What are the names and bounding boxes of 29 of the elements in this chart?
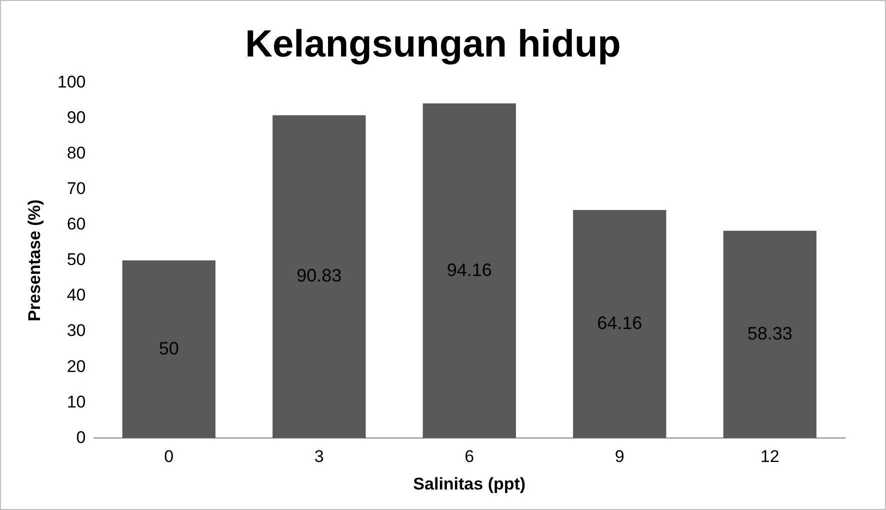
y-tick-label: 50 (66, 250, 86, 270)
y-tick-label: 30 (66, 321, 86, 340)
data-label: 50 (158, 338, 179, 358)
x-tick-label: 6 (464, 447, 474, 466)
x-tick-label: 0 (164, 447, 174, 466)
y-tick-label: 40 (66, 286, 86, 305)
y-tick-label: 10 (66, 392, 86, 412)
data-label: 58.33 (747, 323, 792, 344)
data-label: 64.16 (597, 313, 642, 334)
bar (122, 260, 216, 438)
y-tick-label: 90 (66, 108, 86, 127)
bar (272, 115, 366, 438)
y-tick-label: 70 (66, 178, 86, 198)
chart-title: Kelangsungan hidup (245, 23, 621, 66)
bar (422, 103, 516, 438)
x-axis-title: Salinitas (ppt) (413, 474, 526, 494)
y-axis-title: Presentase (%) (24, 199, 44, 322)
x-tick-label: 9 (614, 447, 624, 466)
y-tick-label: 60 (66, 214, 86, 234)
bar (723, 230, 816, 438)
data-label: 90.83 (296, 266, 342, 286)
y-tick-label: 100 (57, 72, 86, 92)
y-tick-label: 0 (76, 428, 86, 447)
bar (573, 210, 666, 438)
y-tick-label: 20 (66, 356, 86, 376)
y-tick-label: 80 (66, 143, 86, 162)
data-label: 94.16 (446, 260, 492, 280)
x-tick-label: 12 (760, 447, 780, 466)
x-tick-label: 3 (314, 447, 324, 466)
